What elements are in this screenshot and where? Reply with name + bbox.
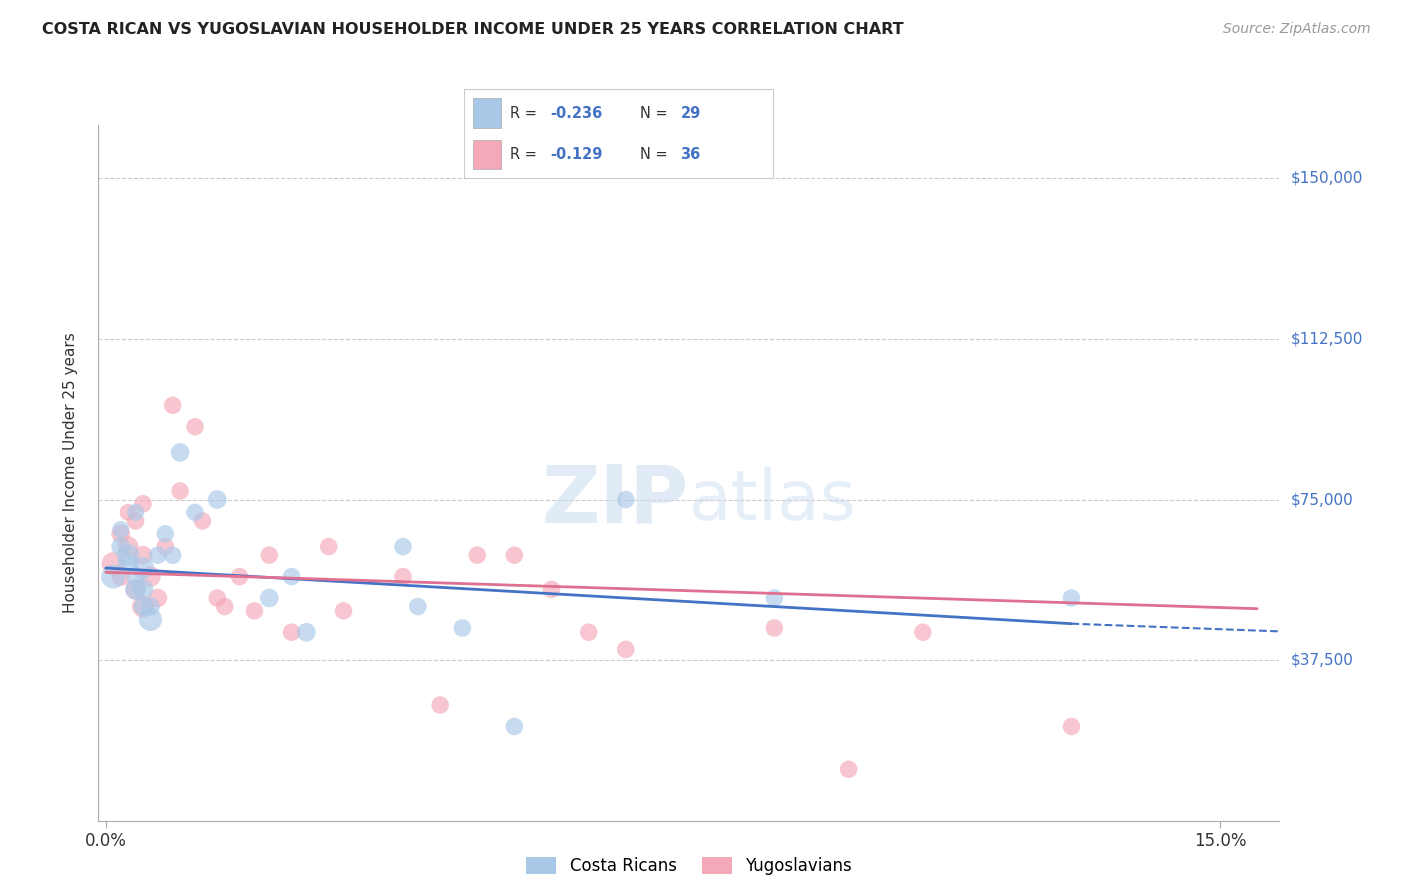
Point (540, 582, 562, 597)
Point (103, 569, 125, 583)
Y-axis label: Householder Income Under 25 years: Householder Income Under 25 years (63, 333, 77, 613)
Point (191, 514, 214, 528)
Point (169, 483, 191, 498)
Point (214, 599, 236, 614)
Point (146, 548, 169, 562)
Point (103, 557, 125, 571)
Point (763, 591, 786, 605)
Point (578, 625, 600, 640)
Point (110, 526, 132, 541)
Point (295, 625, 318, 640)
Point (155, 526, 177, 541)
Text: $112,500: $112,500 (1291, 332, 1362, 346)
Text: Source: ZipAtlas.com: Source: ZipAtlas.com (1223, 22, 1371, 37)
Point (132, 561, 155, 575)
Point (465, 548, 488, 562)
Point (451, 621, 474, 635)
Point (132, 582, 155, 597)
Legend: Costa Ricans, Yugoslavians: Costa Ricans, Yugoslavians (520, 850, 858, 882)
Point (503, 548, 526, 562)
Point (139, 569, 162, 583)
Point (614, 492, 637, 507)
Point (763, 621, 786, 635)
Text: ZIP: ZIP (541, 461, 689, 540)
Point (124, 505, 146, 519)
Point (110, 540, 132, 554)
Point (117, 540, 139, 554)
Point (132, 497, 155, 511)
Point (124, 582, 146, 597)
Point (139, 599, 162, 614)
Point (139, 612, 162, 626)
Point (332, 604, 354, 618)
Text: R =: R = (510, 147, 541, 161)
Point (162, 548, 184, 562)
Point (110, 569, 132, 583)
Text: $37,500: $37,500 (1291, 653, 1354, 667)
Point (184, 419, 207, 434)
Point (132, 599, 155, 614)
Text: $75,000: $75,000 (1291, 492, 1354, 507)
Point (155, 540, 177, 554)
Point (318, 540, 340, 554)
Point (146, 591, 169, 605)
Text: 36: 36 (681, 147, 700, 161)
Point (838, 762, 860, 776)
Point (228, 569, 250, 583)
Point (280, 625, 302, 640)
Point (259, 591, 281, 605)
Point (429, 698, 451, 712)
Point (1060, 591, 1083, 605)
Text: N =: N = (640, 106, 672, 120)
Point (117, 505, 139, 519)
Text: N =: N = (640, 147, 672, 161)
Point (392, 569, 415, 583)
Point (280, 569, 302, 583)
Point (1060, 719, 1083, 733)
Text: COSTA RICAN VS YUGOSLAVIAN HOUSEHOLDER INCOME UNDER 25 YEARS CORRELATION CHART: COSTA RICAN VS YUGOSLAVIAN HOUSEHOLDER I… (42, 22, 904, 37)
Text: -0.236: -0.236 (551, 106, 603, 120)
FancyBboxPatch shape (474, 140, 501, 169)
Text: atlas: atlas (689, 467, 856, 534)
Point (110, 523, 132, 537)
Point (117, 557, 139, 571)
Point (406, 599, 429, 614)
Point (169, 445, 191, 459)
Point (124, 569, 146, 583)
Point (207, 492, 229, 507)
Point (124, 514, 146, 528)
FancyBboxPatch shape (474, 98, 501, 128)
Point (117, 548, 139, 562)
Point (162, 398, 184, 412)
Point (392, 540, 415, 554)
Text: -0.129: -0.129 (551, 147, 603, 161)
Text: 29: 29 (681, 106, 700, 120)
Point (911, 625, 934, 640)
Text: R =: R = (510, 106, 541, 120)
Point (243, 604, 266, 618)
Point (259, 548, 281, 562)
Point (503, 719, 526, 733)
Text: $150,000: $150,000 (1291, 171, 1362, 186)
Point (132, 548, 155, 562)
Point (124, 582, 146, 597)
Point (614, 642, 637, 657)
Point (132, 599, 155, 614)
Point (184, 505, 207, 519)
Point (207, 591, 229, 605)
